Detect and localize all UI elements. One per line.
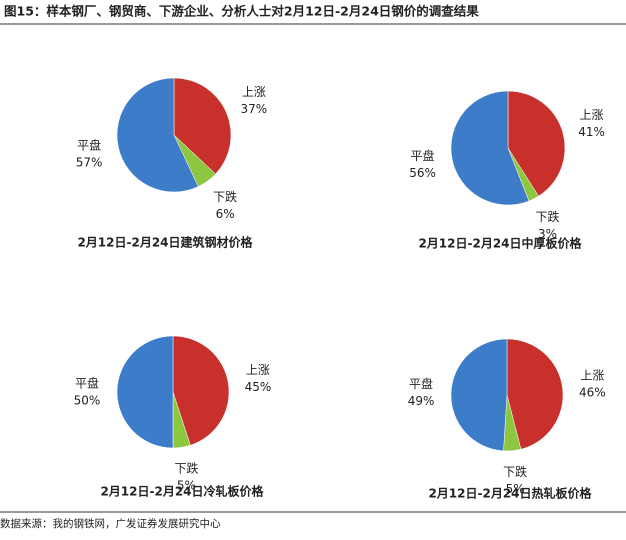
slice-label: 下跌 xyxy=(535,209,559,224)
slice-label: 平盘 xyxy=(77,137,101,152)
slice-value-label: 5% xyxy=(177,478,196,492)
pie-slice xyxy=(507,90,566,197)
slice-label: 平盘 xyxy=(75,376,99,391)
pie-slice xyxy=(116,335,174,449)
source-note: 数据来源：我的钢铁网，广发证券发展研究中心 xyxy=(0,517,221,530)
slice-value-label: 49% xyxy=(408,394,435,408)
slice-value-label: 6% xyxy=(216,207,235,221)
pie-slice xyxy=(506,338,564,450)
figure-title: 图15：样本钢厂、钢贸商、下游企业、分析人士对2月12日-2月24日钢价的调查结… xyxy=(4,4,479,19)
slice-label: 下跌 xyxy=(174,460,198,475)
slice-value-label: 45% xyxy=(245,380,272,394)
slice-value-label: 57% xyxy=(76,155,103,169)
slice-value-label: 56% xyxy=(409,166,436,180)
slice-label: 上涨 xyxy=(242,84,266,99)
chart-title: 2月12日-2月24日建筑钢材价格 xyxy=(77,235,253,250)
slice-value-label: 46% xyxy=(579,386,606,400)
slice-label: 上涨 xyxy=(246,362,270,377)
pie-slice xyxy=(450,90,530,206)
pie-slice xyxy=(173,77,232,175)
pie-slice xyxy=(172,335,230,446)
slice-value-label: 5% xyxy=(506,482,525,496)
slice-label: 平盘 xyxy=(411,148,435,163)
chart-title: 2月12日-2月24日冷轧板价格 xyxy=(100,484,264,499)
chart-title: 2月12日-2月24日中厚板价格 xyxy=(418,236,582,251)
chart-title: 2月12日-2月24日热轧板价格 xyxy=(428,486,592,501)
slice-label: 下跌 xyxy=(503,464,527,479)
slice-value-label: 3% xyxy=(538,227,557,241)
pie-slice xyxy=(116,77,199,193)
slice-value-label: 37% xyxy=(241,102,268,116)
pie-slice xyxy=(450,338,508,452)
slice-label: 平盘 xyxy=(409,376,433,391)
slice-label: 上涨 xyxy=(580,107,604,122)
slice-value-label: 41% xyxy=(578,125,605,139)
slice-label: 下跌 xyxy=(213,189,237,204)
slice-value-label: 50% xyxy=(74,394,101,408)
slice-label: 上涨 xyxy=(580,368,604,383)
